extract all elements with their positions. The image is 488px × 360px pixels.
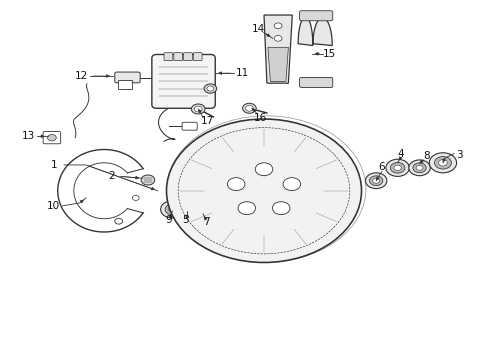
Circle shape <box>385 159 408 176</box>
Polygon shape <box>264 15 292 83</box>
Circle shape <box>191 206 214 222</box>
Polygon shape <box>298 17 331 45</box>
Circle shape <box>274 36 282 41</box>
Text: 3: 3 <box>455 150 462 160</box>
Text: 1: 1 <box>51 160 58 170</box>
FancyBboxPatch shape <box>299 11 332 21</box>
Text: 17: 17 <box>201 116 214 126</box>
Circle shape <box>194 106 202 112</box>
Circle shape <box>205 148 322 234</box>
Circle shape <box>372 178 379 183</box>
Circle shape <box>160 201 183 218</box>
FancyBboxPatch shape <box>173 53 182 60</box>
Circle shape <box>226 163 301 218</box>
Circle shape <box>168 207 176 212</box>
Text: 7: 7 <box>203 217 209 227</box>
Circle shape <box>47 134 56 141</box>
FancyBboxPatch shape <box>152 54 215 108</box>
Polygon shape <box>267 47 288 81</box>
Circle shape <box>242 175 285 207</box>
Circle shape <box>132 195 139 201</box>
Circle shape <box>191 104 204 114</box>
Text: 13: 13 <box>21 131 35 141</box>
Circle shape <box>415 165 422 170</box>
Circle shape <box>408 160 429 176</box>
Text: 6: 6 <box>378 162 385 172</box>
Text: 9: 9 <box>165 215 171 225</box>
Circle shape <box>203 84 216 93</box>
FancyBboxPatch shape <box>183 53 192 60</box>
FancyBboxPatch shape <box>299 77 332 87</box>
Text: 12: 12 <box>74 71 87 81</box>
Text: 4: 4 <box>396 149 403 159</box>
FancyBboxPatch shape <box>193 53 202 60</box>
Circle shape <box>389 162 404 173</box>
Circle shape <box>238 202 255 215</box>
FancyBboxPatch shape <box>118 80 132 89</box>
Circle shape <box>274 23 282 29</box>
FancyBboxPatch shape <box>115 72 140 83</box>
Circle shape <box>283 177 300 190</box>
Circle shape <box>434 157 450 169</box>
Circle shape <box>428 153 456 173</box>
Circle shape <box>438 159 447 166</box>
Circle shape <box>165 204 179 215</box>
Circle shape <box>181 207 193 216</box>
Text: 5: 5 <box>182 215 188 225</box>
Text: 14: 14 <box>251 24 264 35</box>
Circle shape <box>141 175 155 185</box>
Circle shape <box>242 103 256 113</box>
Circle shape <box>412 163 426 173</box>
Circle shape <box>196 208 209 219</box>
FancyBboxPatch shape <box>163 53 172 60</box>
FancyBboxPatch shape <box>43 132 61 144</box>
Text: 16: 16 <box>253 113 266 123</box>
Circle shape <box>177 204 197 219</box>
Circle shape <box>184 209 190 213</box>
Circle shape <box>369 176 382 186</box>
Circle shape <box>365 173 386 189</box>
FancyBboxPatch shape <box>182 122 197 130</box>
Text: 10: 10 <box>47 201 60 211</box>
Circle shape <box>245 105 253 111</box>
Circle shape <box>272 202 289 215</box>
Text: 15: 15 <box>323 49 336 59</box>
Circle shape <box>227 177 244 190</box>
Circle shape <box>199 211 206 216</box>
Circle shape <box>166 119 361 262</box>
Circle shape <box>254 184 273 198</box>
Text: 8: 8 <box>422 151 429 161</box>
Text: 11: 11 <box>235 68 248 78</box>
Circle shape <box>206 86 213 91</box>
Circle shape <box>393 165 401 171</box>
Text: 2: 2 <box>108 171 115 181</box>
Circle shape <box>115 219 122 224</box>
Circle shape <box>255 163 272 176</box>
